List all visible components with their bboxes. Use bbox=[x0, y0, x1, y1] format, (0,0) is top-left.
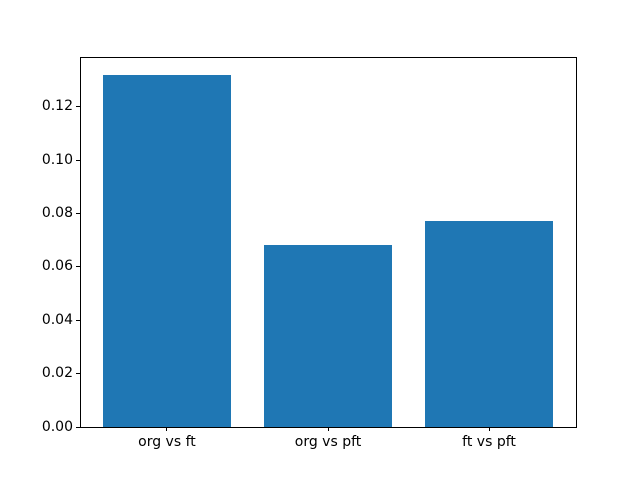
x-tick-label: org vs pft bbox=[294, 434, 362, 450]
x-tick-label: ft vs pft bbox=[462, 434, 516, 450]
bar bbox=[263, 245, 393, 427]
y-tick-label: 0.02 bbox=[41, 365, 73, 382]
y-tick-label: 0.00 bbox=[41, 418, 73, 435]
y-tick-mark bbox=[76, 319, 80, 321]
bar bbox=[424, 221, 554, 427]
y-tick-label: 0.12 bbox=[41, 98, 73, 115]
y-tick-mark bbox=[76, 373, 80, 375]
y-tick-label: 0.10 bbox=[41, 151, 73, 168]
y-tick-mark bbox=[76, 266, 80, 268]
y-tick-mark bbox=[76, 426, 80, 428]
y-tick-mark bbox=[76, 106, 80, 108]
y-tick-mark bbox=[76, 212, 80, 214]
y-tick-label: 0.08 bbox=[41, 204, 73, 221]
bar bbox=[102, 74, 232, 427]
y-tick-mark bbox=[76, 159, 80, 161]
y-tick-label: 0.06 bbox=[41, 258, 73, 275]
x-tick-mark bbox=[327, 427, 329, 431]
y-tick-label: 0.04 bbox=[41, 311, 73, 328]
x-tick-label: org vs ft bbox=[138, 434, 196, 450]
x-tick-mark bbox=[488, 427, 490, 431]
x-tick-mark bbox=[166, 427, 168, 431]
